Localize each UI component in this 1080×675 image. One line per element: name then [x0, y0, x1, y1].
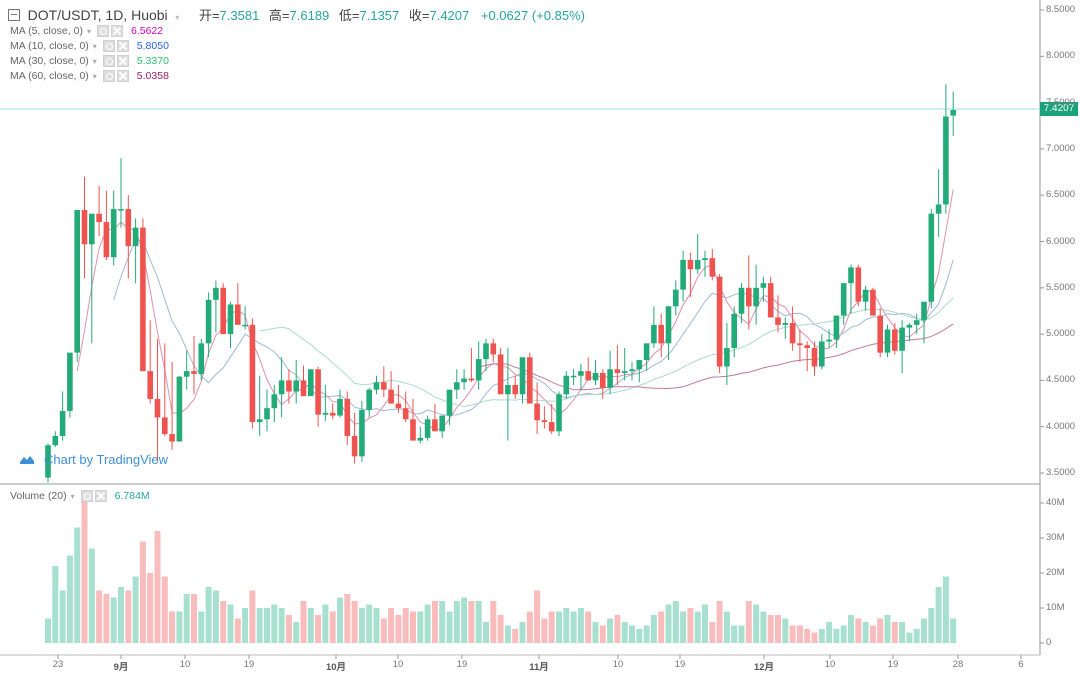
volume-tick-label: 30M [1046, 532, 1065, 543]
symbol-legend: DOT/USDT, 1D, Huobi ▾ 开=7.3581 高=7.6189 … [8, 5, 585, 24]
time-tick-label: 6 [1018, 659, 1024, 670]
settings-icon[interactable] [102, 40, 115, 52]
price-tick-label: 7.5000 [1046, 96, 1076, 108]
volume-tick-label: 10M [1046, 602, 1065, 613]
ma-label: MA (5, close, 0) [10, 25, 83, 37]
settings-icon[interactable] [102, 55, 115, 67]
time-tick-label: 10 [612, 659, 624, 670]
close-label: 收= [408, 8, 430, 23]
high-value: 7.6189 [289, 8, 330, 23]
ma10-legend[interactable]: MA (10, close, 0) ▾ 5.8050 [10, 40, 169, 52]
open-value: 7.3581 [219, 8, 260, 23]
volume-tick-label: 0 [1046, 637, 1052, 648]
close-icon[interactable] [116, 55, 129, 67]
volume-label: Volume (20) [10, 490, 67, 502]
price-tick-label: 5.5000 [1046, 281, 1076, 293]
close-icon[interactable] [116, 40, 129, 52]
collapse-icon[interactable] [8, 9, 20, 21]
time-tick-label: 19 [243, 659, 255, 670]
ma-value: 5.0358 [136, 70, 169, 82]
high-label: 高= [268, 8, 290, 23]
time-tick-label: 11月 [529, 662, 549, 673]
time-tick-label: 23 [52, 659, 64, 670]
price-tick-label: 6.0000 [1046, 235, 1076, 247]
price-tick-label: 3.5000 [1046, 467, 1076, 478]
time-tick-label: 19 [674, 659, 686, 670]
volume-tick-label: 40M [1046, 497, 1065, 508]
chevron-down-icon[interactable]: ▾ [175, 13, 180, 22]
tradingview-watermark[interactable]: Chart by TradingView [16, 448, 168, 470]
time-tick-label: 10月 [325, 662, 347, 673]
price-tick-label: 8.0000 [1046, 50, 1076, 62]
volume-value: 6.784M [114, 490, 150, 502]
close-value: 7.4207 [429, 8, 470, 23]
ma-label: MA (30, close, 0) [10, 55, 89, 67]
price-tick-label: 8.5000 [1046, 4, 1076, 15]
close-icon[interactable] [110, 25, 123, 37]
open-label: 开= [198, 8, 220, 23]
settings-icon[interactable] [96, 25, 109, 37]
price-tick-label: 7.0000 [1046, 142, 1076, 154]
price-tick-label: 4.5000 [1046, 374, 1076, 386]
time-tick-label: 28 [952, 659, 964, 670]
time-tick-label: 12月 [753, 662, 775, 673]
time-tick-label: 10 [824, 659, 836, 670]
time-tick-label: 19 [887, 659, 899, 670]
symbol-title[interactable]: DOT/USDT, 1D, Huobi [27, 7, 168, 23]
tradingview-logo-icon [16, 448, 38, 470]
chevron-down-icon[interactable]: ▾ [92, 71, 97, 81]
ma5-legend[interactable]: MA (5, close, 0) ▾ 6.5622 [10, 25, 163, 37]
close-icon[interactable] [116, 70, 129, 82]
time-tick-label: 10 [392, 659, 404, 670]
last-price-tag: 7.4207 [1040, 102, 1078, 116]
low-label: 低= [338, 8, 360, 23]
watermark-text: Chart by TradingView [44, 451, 169, 467]
time-tick-label: 9月 [113, 662, 129, 673]
volume-tick-label: 20M [1046, 567, 1065, 578]
price-tick-label: 5.0000 [1046, 328, 1076, 340]
ma60-legend[interactable]: MA (60, close, 0) ▾ 5.0358 [10, 70, 169, 82]
chevron-down-icon[interactable]: ▾ [92, 41, 97, 51]
ma-value: 5.3370 [136, 55, 169, 67]
ma-value: 6.5622 [130, 25, 164, 37]
volume-legend[interactable]: Volume (20) ▾ 6.784M [10, 490, 150, 502]
settings-icon[interactable] [102, 70, 115, 82]
ma-label: MA (10, close, 0) [10, 40, 89, 52]
time-tick-label: 10 [179, 659, 191, 670]
settings-icon[interactable] [80, 490, 93, 502]
chevron-down-icon[interactable]: ▾ [70, 491, 75, 501]
chevron-down-icon[interactable]: ▾ [92, 56, 97, 66]
ma-value: 5.8050 [136, 40, 169, 52]
close-icon[interactable] [94, 490, 107, 502]
change-value: +0.0627 (+0.85%) [480, 8, 585, 23]
chevron-down-icon[interactable]: ▾ [86, 26, 91, 36]
time-tick-label: 19 [456, 659, 468, 670]
ma-label: MA (60, close, 0) [10, 70, 89, 82]
low-value: 7.1357 [359, 8, 400, 23]
price-tick-label: 6.5000 [1046, 189, 1076, 201]
ohlc-values: 开=7.3581 高=7.6189 低=7.1357 收=7.4207 +0.0… [193, 8, 585, 23]
ma30-legend[interactable]: MA (30, close, 0) ▾ 5.3370 [10, 55, 169, 67]
price-tick-label: 4.0000 [1046, 420, 1076, 432]
